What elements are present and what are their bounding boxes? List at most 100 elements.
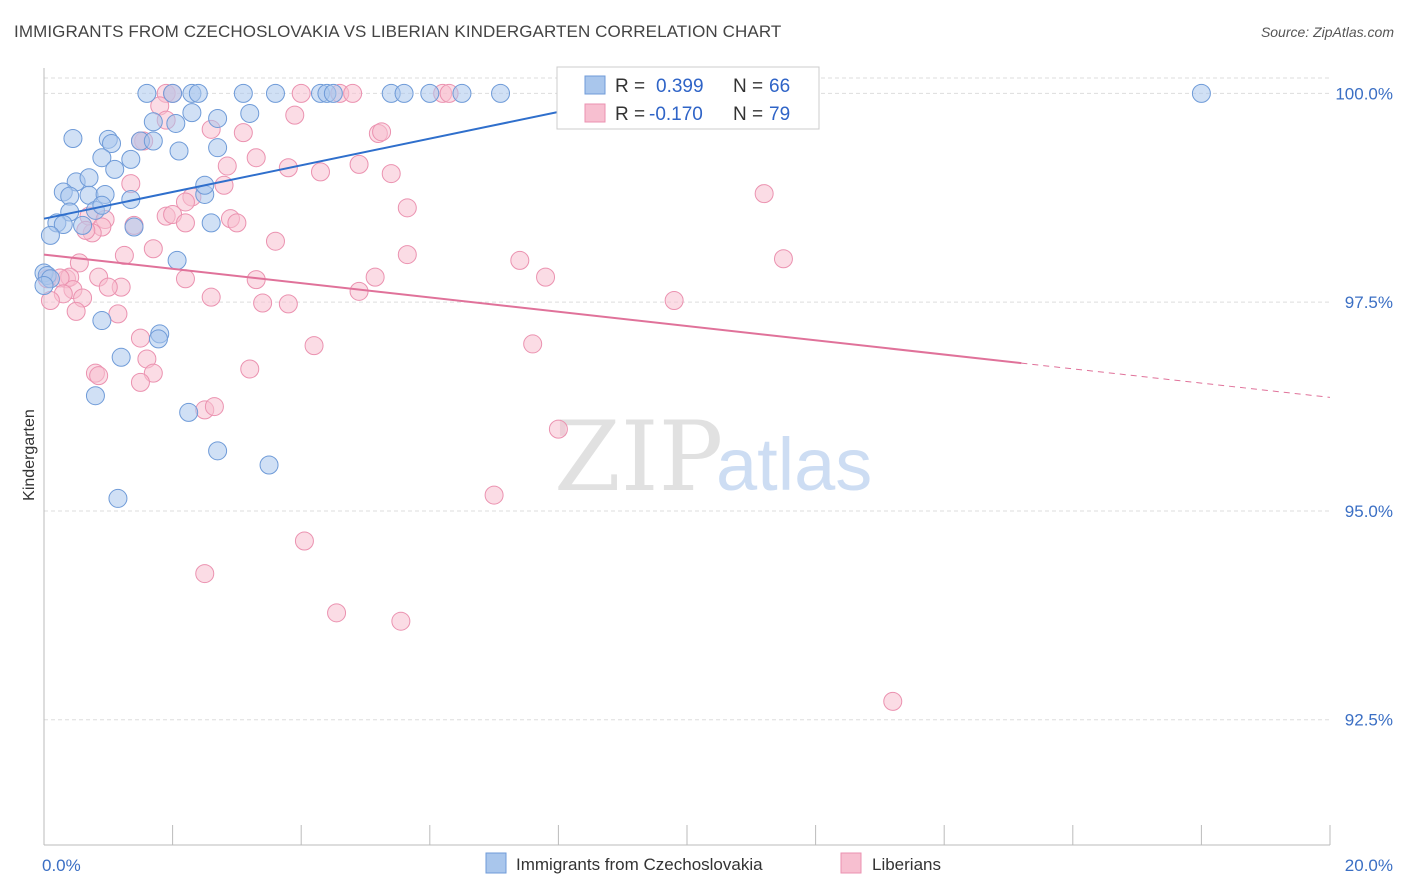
liberians-point — [130, 328, 150, 348]
czechoslovakia-point — [182, 103, 202, 123]
x-tick-labels: 0.0% 20.0% — [42, 856, 1393, 875]
legend-n-label-1: N = — [733, 76, 763, 97]
czechoslovakia-point — [79, 168, 99, 188]
liberians-point — [121, 174, 141, 194]
legend-n-value-1: 66 — [769, 76, 790, 97]
y-tick-label-2: 95.0% — [1345, 502, 1393, 521]
czechoslovakia-point — [1191, 83, 1211, 103]
liberians-point — [285, 105, 305, 125]
liberians-point — [240, 359, 260, 379]
czechoslovakia-point — [179, 402, 199, 422]
czechoslovakia-point — [73, 215, 93, 235]
czechoslovakia-point — [265, 83, 285, 103]
czechoslovakia-point — [148, 329, 168, 349]
correlation-legend: R = 0.399 N = 66 R = -0.170 N = 79 — [556, 66, 820, 130]
liberians-point — [227, 213, 247, 233]
series-legend-swatch-pink — [840, 852, 862, 874]
y-tick-label-0: 100.0% — [1335, 84, 1393, 103]
watermark-zip: ZIP — [554, 401, 723, 513]
liberians-point — [201, 287, 221, 307]
legend-r-value-2: -0.170 — [649, 104, 703, 125]
liberians-point — [214, 175, 234, 195]
grid-lines — [44, 77, 1330, 721]
liberians-point — [175, 269, 195, 289]
legend-n-value-2: 79 — [769, 104, 790, 125]
czechoslovakia-point — [166, 113, 186, 133]
watermark: ZIP atlas — [554, 401, 872, 513]
liberians-point — [143, 363, 163, 383]
czechoslovakia-point — [208, 108, 228, 128]
liberians-point — [291, 83, 311, 103]
liberians-point — [294, 531, 314, 551]
legend-r-label-1: R = — [615, 76, 645, 97]
series-legend-swatch-blue — [485, 852, 507, 874]
czechoslovakia-point — [124, 217, 144, 237]
liberians-point — [278, 294, 298, 314]
liberians-point — [175, 192, 195, 212]
liberians-trend-line — [43, 253, 1022, 365]
liberians-point — [130, 372, 150, 392]
y-tick-label-1: 97.5% — [1345, 293, 1393, 312]
liberians-point — [343, 83, 363, 103]
chart-title: IMMIGRANTS FROM CZECHOSLOVAKIA VS LIBERI… — [14, 22, 782, 41]
liberians-points — [37, 83, 903, 711]
czechoslovakia-point — [92, 311, 112, 331]
czechoslovakia-point — [208, 441, 228, 461]
czechoslovakia-point — [167, 250, 187, 270]
liberians-point — [265, 231, 285, 251]
czechoslovakia-point — [208, 138, 228, 158]
legend-r-label-2: R = — [615, 104, 645, 125]
liberians-point — [381, 164, 401, 184]
czechoslovakia-point — [259, 455, 279, 475]
liberians-point — [349, 154, 369, 174]
liberians-point — [175, 213, 195, 233]
liberians-point — [66, 301, 86, 321]
liberians-point — [773, 249, 793, 269]
liberians-point — [310, 162, 330, 182]
liberians-point — [664, 291, 684, 311]
czechoslovakia-point — [137, 83, 157, 103]
legend-swatch-blue — [584, 75, 606, 95]
czechoslovakia-point — [121, 149, 141, 169]
liberians-point — [510, 250, 530, 270]
liberians-point — [397, 245, 417, 265]
liberians-point — [523, 334, 543, 354]
liberians-point — [365, 267, 385, 287]
x-tick-label-0: 0.0% — [42, 856, 81, 875]
liberians-point — [143, 239, 163, 259]
axes — [43, 68, 1331, 846]
czechoslovakia-point — [92, 148, 112, 168]
czechoslovakia-point — [188, 83, 208, 103]
liberians-point — [195, 564, 215, 584]
y-tick-labels: 100.0% 97.5% 95.0% 92.5% — [1335, 84, 1393, 729]
liberians-point — [754, 184, 774, 204]
series-legend-label-czechoslovakia: Immigrants from Czechoslovakia — [516, 855, 763, 874]
czechoslovakia-point — [34, 275, 54, 295]
liberians-point — [204, 397, 224, 417]
czechoslovakia-point — [105, 159, 125, 179]
czechoslovakia-point — [143, 112, 163, 132]
liberians-point — [217, 156, 237, 176]
y-axis-title: Kindergarten — [21, 409, 38, 501]
liberians-point — [233, 123, 253, 143]
czechoslovakia-point — [169, 141, 189, 161]
liberians-point — [327, 603, 347, 623]
liberians-point — [253, 293, 273, 313]
czechoslovakia-point — [323, 83, 343, 103]
czechoslovakia-point — [201, 213, 221, 233]
czechoslovakia-point — [63, 129, 83, 148]
czechoslovakia-point — [143, 131, 163, 151]
czechoslovakia-point — [452, 83, 472, 103]
liberians-point — [484, 485, 504, 505]
liberians-point — [89, 366, 109, 386]
legend-r-value-1: 0.399 — [656, 76, 704, 97]
liberians-point — [372, 122, 392, 142]
czechoslovakia-point — [102, 134, 122, 154]
czechoslovakia-point — [85, 386, 105, 406]
liberians-point — [114, 245, 134, 265]
liberians-point — [536, 267, 556, 287]
czechoslovakia-point — [233, 83, 253, 103]
liberians-point — [98, 277, 118, 297]
series-legend-label-liberians: Liberians — [872, 855, 941, 874]
